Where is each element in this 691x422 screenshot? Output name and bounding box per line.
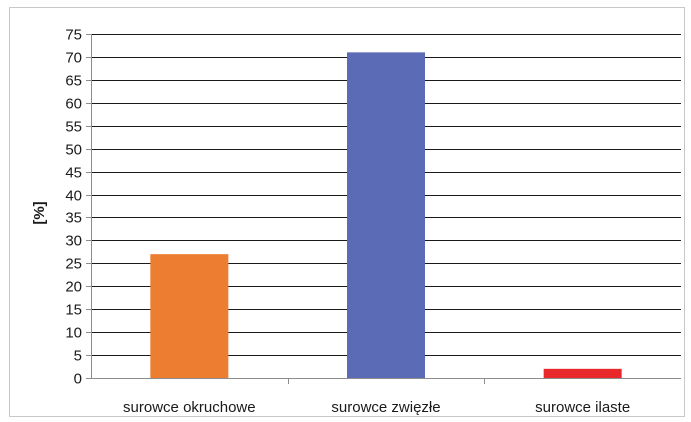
y-axis-title: [%]: [31, 201, 48, 224]
y-tick-label: 55: [65, 119, 82, 136]
x-tick-labels: surowce okruchowe surowce zwięzłe surowce …: [123, 399, 630, 416]
y-tick-label: 10: [65, 325, 82, 342]
y-tick-label: 40: [65, 188, 82, 205]
y-tick-label: 50: [65, 142, 82, 159]
y-tick-label: 5: [74, 348, 82, 365]
y-tick-label: 60: [65, 96, 82, 113]
axes: [86, 34, 681, 384]
y-tick-label: 65: [65, 73, 82, 90]
y-tick-label: 75: [65, 27, 82, 44]
y-tick-label: 0: [74, 371, 82, 388]
x-tick-label: surowce ilaste: [535, 399, 630, 416]
y-tick-label: 70: [65, 50, 82, 67]
y-tick-label: 35: [65, 210, 82, 227]
x-tick-label: surowce okruchowe: [123, 399, 256, 416]
y-tick-label: 20: [65, 279, 82, 296]
bar: [347, 52, 425, 378]
bar: [543, 368, 622, 378]
bar: [150, 254, 229, 378]
y-tick-label: 45: [65, 165, 82, 182]
y-tick-label: 30: [65, 233, 82, 250]
bars: [150, 52, 622, 378]
y-tick-label: 15: [65, 302, 82, 319]
y-tick-label: 25: [65, 256, 82, 273]
x-tick-label: surowce zwięzłe: [331, 399, 440, 416]
y-tick-labels: 0 5 10 15 20 25 30 35 40 45 50 55 60 65 70 75: [65, 27, 82, 388]
